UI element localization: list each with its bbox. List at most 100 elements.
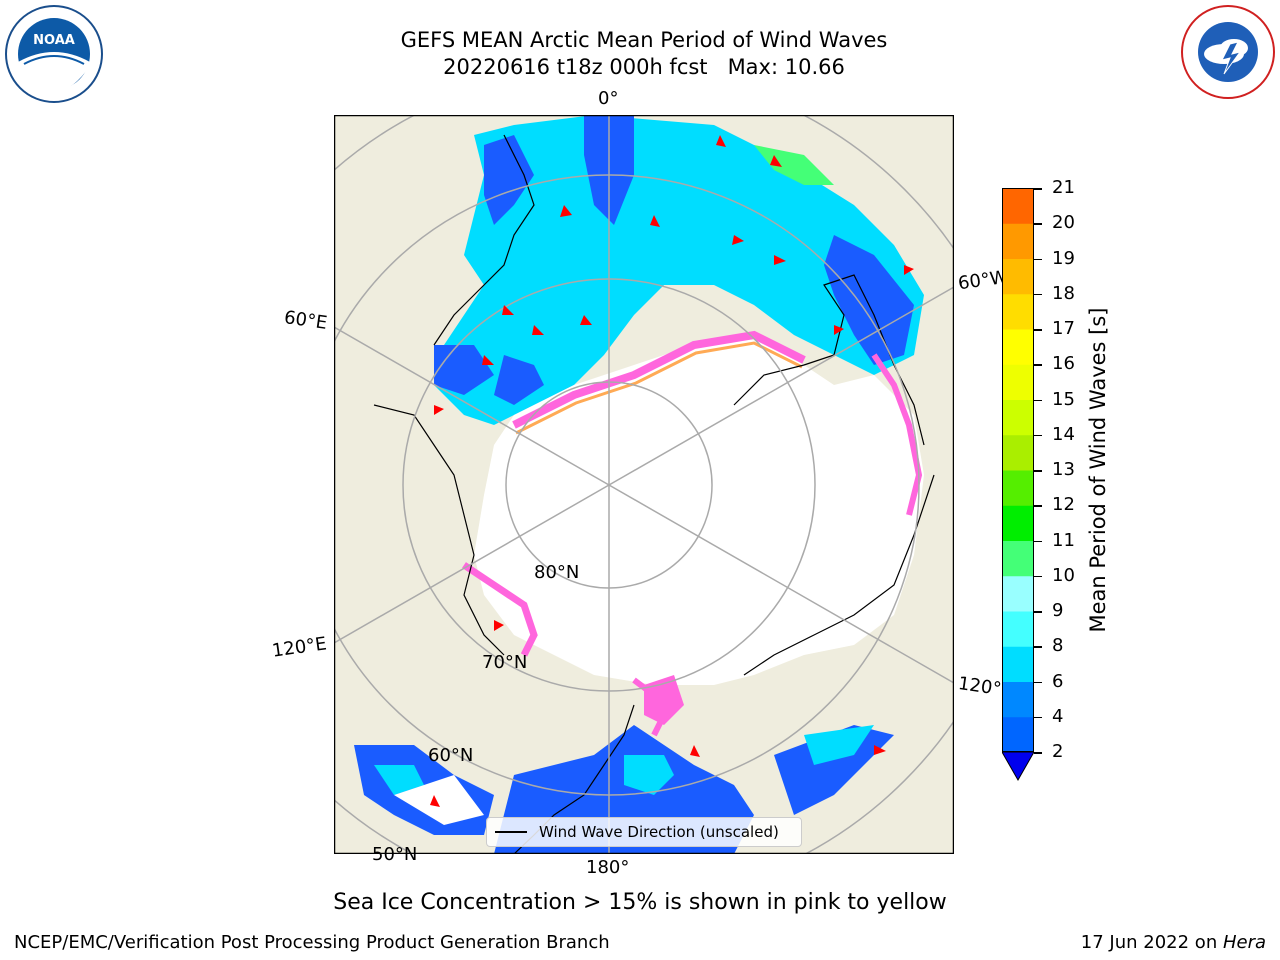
colorbar-tick-label: 16: [1052, 353, 1075, 375]
wave-vector: [904, 265, 914, 275]
ocean-pacific: [354, 725, 894, 854]
ice-edge-siberia: [462, 562, 538, 657]
colorbar-tick-mark: [1034, 434, 1042, 437]
meridian-120e: [334, 484, 610, 644]
machine-name: Hera: [1222, 932, 1266, 953]
colorbar-extend-arrow: [1002, 752, 1034, 782]
lat-label-70: 70°N: [482, 652, 528, 673]
colorbar-band: [1002, 293, 1034, 330]
ocean-chukchi: [644, 675, 684, 725]
colorbar-tick-label: 8: [1052, 635, 1064, 657]
ice-edge-greenland: [871, 353, 923, 516]
wave-vector: [430, 795, 440, 807]
colorbar-band: [1002, 540, 1034, 577]
wave-vector: [502, 305, 514, 315]
wave-vector: [650, 215, 660, 227]
graticule: [334, 115, 954, 854]
arctic-map: [334, 115, 954, 854]
colorbar-tick-label: 11: [1052, 529, 1075, 551]
map-border: [334, 115, 954, 854]
noaa-logo: NOAA: [5, 5, 103, 103]
colorbar-tick-mark: [1034, 188, 1042, 190]
colorbar-band: [1002, 681, 1034, 718]
meridian-120w: [608, 484, 954, 684]
colorbar-tick-label: 19: [1052, 247, 1075, 269]
legend-label: Wind Wave Direction (unscaled): [539, 823, 779, 841]
colorbar-tick-mark: [1034, 364, 1042, 366]
coastline-siberia: [373, 404, 505, 656]
colorbar-tick-label: 21: [1052, 177, 1075, 198]
wave-vector: [560, 205, 572, 217]
plot-subtitle: 20220616 t18z 000h fcst Max: 10.66: [443, 55, 845, 79]
colorbar-tick-mark: [1034, 329, 1042, 331]
colorbar-band: [1002, 329, 1034, 365]
colorbar-tick-label: 9: [1052, 600, 1064, 621]
colorbar-tick-mark: [1034, 646, 1042, 648]
colorbar-tick-label: 12: [1052, 494, 1075, 516]
legend-line-swatch: [495, 831, 527, 833]
colorbar-band: [1002, 399, 1034, 436]
wave-vector: [774, 255, 786, 265]
ocean-atlantic: [434, 115, 924, 425]
coastline-canada: [743, 474, 935, 676]
colorbar-tick-mark: [1034, 752, 1042, 754]
wave-vector: [580, 315, 592, 325]
colorbar-band: [1002, 470, 1034, 506]
lon-label-120w: 120°: [956, 673, 1003, 700]
lat-label-80: 80°N: [534, 562, 580, 583]
ice-edge-atlantic: [512, 330, 806, 429]
colorbar-tick-mark: [1034, 716, 1042, 719]
colorbar-tick-mark: [1034, 540, 1042, 542]
colorbar-band: [1002, 646, 1034, 682]
colorbar-tick-label: 17: [1052, 318, 1075, 339]
colorbar-tick-mark: [1034, 470, 1042, 472]
colorbar-band: [1002, 223, 1034, 259]
colorbar-tick-mark: [1034, 258, 1042, 260]
colorbar-border: [1002, 188, 1034, 752]
map-legend: Wind Wave Direction (unscaled): [486, 817, 802, 847]
colorbar-band: [1002, 611, 1034, 647]
meridian-60e: [334, 326, 610, 486]
wind-wave-vectors: [430, 135, 914, 807]
sea-ice-note: Sea Ice Concentration > 15% is shown in …: [333, 890, 947, 915]
wave-vector: [770, 155, 782, 167]
colorbar-tick-label: 10: [1052, 564, 1075, 586]
colorbar-band: [1002, 188, 1034, 224]
sea-ice-central: [474, 335, 924, 685]
wave-vector: [732, 235, 744, 245]
colorbar-extend-triangle: [1002, 752, 1034, 782]
colorbar-band: [1002, 364, 1034, 400]
meridian-60w: [608, 286, 954, 486]
colorbar-tick-label: 4: [1052, 705, 1064, 727]
wave-vector: [494, 620, 504, 631]
colorbar-tick-label: 13: [1052, 459, 1075, 480]
colorbar-tick-mark: [1034, 293, 1042, 296]
nws-logo: [1181, 5, 1275, 99]
map-canvas: [334, 115, 954, 854]
colorbar: [1002, 188, 1034, 753]
lon-label-0: 0°: [598, 88, 619, 109]
colorbar-tick-mark: [1034, 681, 1042, 683]
colorbar-label: Mean Period of Wind Waves [s]: [1086, 307, 1110, 633]
date-text: 17 Jun 2022 on Hera: [1081, 932, 1266, 953]
lat-label-50: 50°N: [372, 844, 418, 865]
ocean-atlantic-deep: [434, 115, 914, 405]
wave-vector: [434, 405, 444, 415]
colorbar-tick-mark: [1034, 575, 1042, 578]
colorbar-tick-label: 18: [1052, 282, 1075, 304]
plot-title: GEFS MEAN Arctic Mean Period of Wind Wav…: [400, 28, 888, 52]
colorbar-tick-mark: [1034, 611, 1042, 613]
wave-vector: [482, 355, 494, 365]
lat-label-60: 60°N: [428, 745, 474, 766]
colorbar-band: [1002, 434, 1034, 471]
noaa-logo-text: NOAA: [33, 33, 75, 48]
ocean-pacific-white: [394, 775, 484, 825]
colorbar-tick-label: 20: [1052, 212, 1075, 234]
colorbar-tick-label: 2: [1052, 741, 1064, 762]
wave-vector: [532, 325, 544, 335]
colorbar-tick-mark: [1034, 505, 1042, 507]
colorbar-tick-mark: [1034, 223, 1042, 225]
date-value: 17 Jun 2022 on: [1080, 932, 1223, 953]
colorbar-band: [1002, 575, 1034, 612]
colorbar-band: [1002, 258, 1034, 295]
